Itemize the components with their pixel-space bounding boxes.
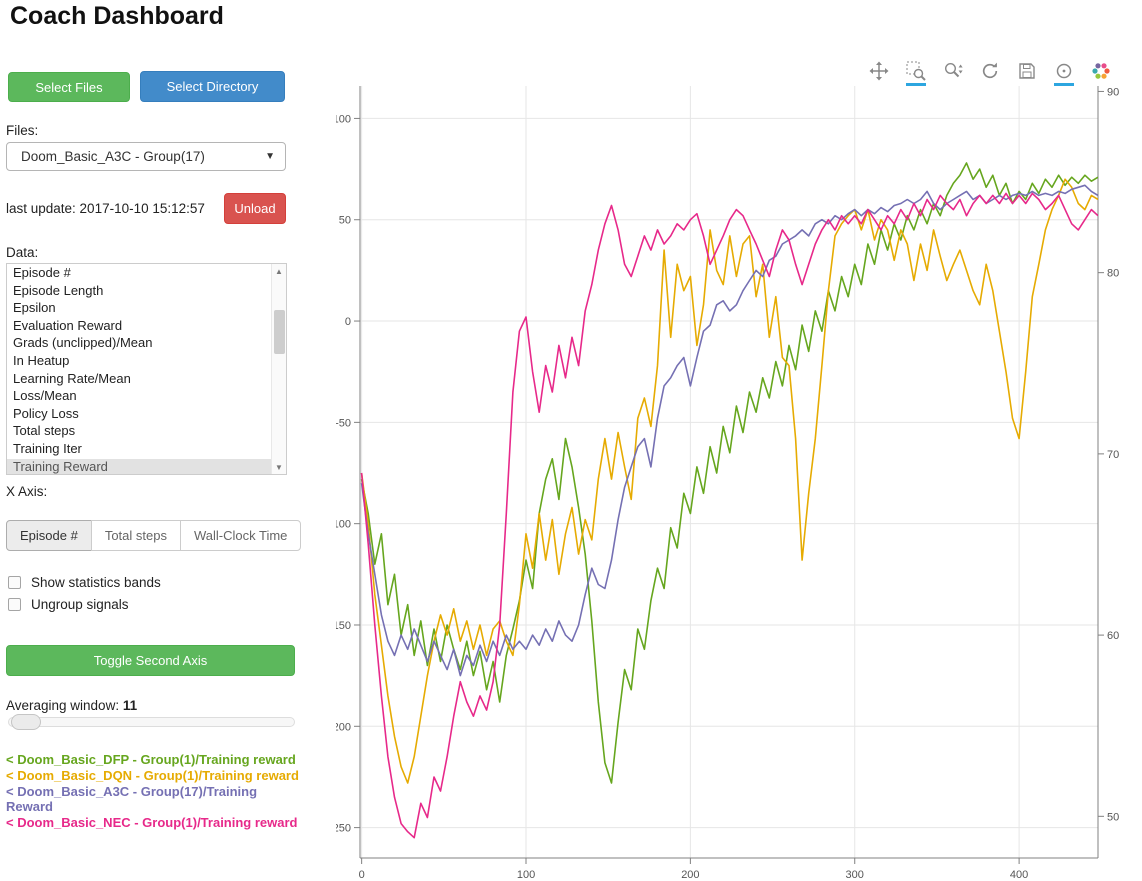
legend-entry[interactable]: < Doom_Basic_DFP - Group(1)/Training rew… (6, 752, 296, 767)
data-list-item[interactable]: In Heatup (13, 352, 70, 368)
box-zoom-icon[interactable] (905, 60, 927, 86)
data-label: Data: (6, 245, 39, 260)
reward-line-chart[interactable]: 100 50 0 -50 -100 -150 -200 -250 0 100 200 300 400 90… (336, 58, 1142, 881)
y-tick-label: -50 (336, 417, 351, 429)
checkbox[interactable] (8, 598, 21, 611)
x-tick-label: 0 (359, 869, 365, 881)
y2-tick-label: 60 (1107, 630, 1119, 642)
slider-handle[interactable] (11, 714, 41, 730)
x-axis-option-button[interactable]: Total steps (90, 520, 181, 551)
chevron-down-icon: ▼ (265, 151, 275, 162)
unload-button[interactable]: Unload (224, 193, 286, 224)
data-list-item[interactable]: Total steps (13, 423, 76, 439)
x-tick-label: 300 (846, 869, 864, 881)
scrollbar[interactable]: ▲ ▼ (271, 264, 286, 474)
data-list-item[interactable]: Training Reward (7, 458, 271, 474)
averaging-window-label: Averaging window: 11 (6, 698, 137, 713)
averaging-window-value: 11 (122, 698, 138, 713)
page-title: Coach Dashboard (10, 2, 224, 30)
pan-icon[interactable] (868, 60, 890, 82)
data-list-item[interactable]: Grads (unclipped)/Mean (13, 335, 153, 351)
x-axis-label: X Axis: (6, 484, 48, 499)
data-list-item[interactable]: Learning Rate/Mean (13, 370, 131, 386)
y-tick-label: -150 (336, 620, 351, 632)
scroll-down-icon[interactable]: ▼ (275, 462, 283, 472)
wheel-zoom-icon[interactable] (942, 60, 964, 82)
y-tick-label: -100 (336, 519, 351, 531)
data-list-item[interactable]: Loss/Mean (13, 388, 77, 404)
hover-icon[interactable] (1053, 60, 1075, 86)
data-list-item[interactable]: Policy Loss (13, 405, 79, 421)
y-tick-label: -250 (336, 823, 351, 835)
files-dropdown-value: Doom_Basic_A3C - Group(17) (21, 149, 205, 164)
series-line-Doom_Basic_NEC - Group(1)/Training reward (360, 192, 1098, 839)
series-line-Doom_Basic_DQN - Group(1)/Training reward (360, 178, 1098, 784)
y-tick-label: 100 (336, 113, 351, 125)
checkbox[interactable] (8, 576, 21, 589)
checkbox-row: Show statistics bands (8, 575, 161, 590)
y2-tick-label: 50 (1107, 811, 1119, 823)
y2-tick-label: 70 (1107, 449, 1119, 461)
averaging-window-text: Averaging window: (6, 698, 120, 713)
select-directory-button[interactable]: Select Directory (140, 71, 285, 102)
select-files-button[interactable]: Select Files (8, 72, 130, 102)
data-list-item[interactable]: Episode # (13, 265, 71, 280)
y-tick-label: -200 (336, 721, 351, 733)
data-list-item[interactable]: Episode Length (13, 282, 104, 298)
x-tick-label: 100 (517, 869, 535, 881)
reset-icon[interactable] (979, 60, 1001, 82)
y-tick-label: 0 (345, 316, 351, 328)
last-update-text: last update: 2017-10-10 15:12:57 (6, 201, 205, 216)
data-list-item[interactable]: Evaluation Reward (13, 317, 123, 333)
y2-tick-label: 80 (1107, 268, 1119, 280)
x-axis-option-button[interactable]: Episode # (6, 520, 92, 551)
data-list-item[interactable]: Epsilon (13, 300, 56, 316)
scroll-up-icon[interactable]: ▲ (275, 266, 283, 276)
averaging-window-slider[interactable] (8, 714, 295, 730)
save-icon[interactable] (1016, 60, 1038, 82)
files-label: Files: (6, 123, 39, 138)
legend-entry[interactable]: < Doom_Basic_NEC - Group(1)/Training rew… (6, 815, 298, 830)
checkbox-label: Ungroup signals (31, 597, 129, 612)
data-list: Episode # Episode Length Epsilon Evaluation… (7, 265, 271, 474)
plot-toolbar (868, 60, 1112, 86)
y-tick-label: 50 (339, 215, 351, 227)
y2-tick-label: 90 (1107, 86, 1119, 98)
files-dropdown[interactable]: Doom_Basic_A3C - Group(17) ▼ (6, 142, 286, 171)
legend-entry[interactable]: < Doom_Basic_A3C - Group(17)/Training Re… (6, 784, 258, 814)
toggle-second-axis-button[interactable]: Toggle Second Axis (6, 645, 295, 676)
bokeh-logo-icon[interactable] (1090, 60, 1112, 82)
checkbox-row: Ungroup signals (8, 597, 129, 612)
x-axis-option-button[interactable]: Wall-Clock Time (179, 520, 302, 551)
data-listbox: Episode # Episode Length Epsilon Evaluation… (6, 263, 287, 475)
series-line-Doom_Basic_DFP - Group(1)/Training reward (360, 162, 1098, 784)
x-tick-label: 400 (1010, 869, 1028, 881)
reward-chart-container: 100 50 0 -50 -100 -150 -200 -250 0 100 200 300 400 90… (336, 58, 1142, 881)
series-line-Doom_Basic_A3C - Group(17)/Training Reward (360, 184, 1098, 677)
chart-legend: < Doom_Basic_DFP - Group(1)/Training rew… (6, 752, 300, 831)
x-axis-button-group: Episode # Total steps Wall-Clock Time (6, 520, 302, 551)
legend-entry[interactable]: < Doom_Basic_DQN - Group(1)/Training rew… (6, 768, 299, 783)
scrollbar-thumb[interactable] (274, 310, 285, 354)
x-tick-label: 200 (681, 869, 699, 881)
checkbox-label: Show statistics bands (31, 575, 161, 590)
data-list-item[interactable]: Training Iter (13, 440, 82, 456)
